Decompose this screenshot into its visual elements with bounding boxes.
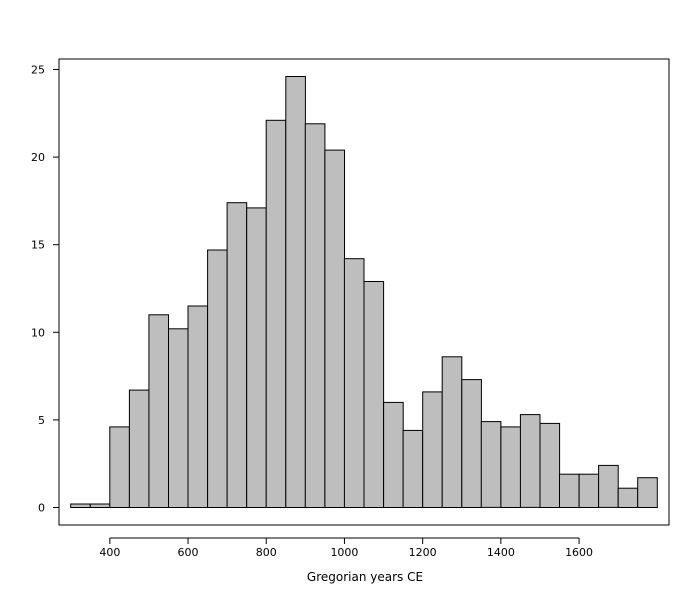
histogram-bar-1250-1300 bbox=[441, 356, 463, 508]
bars-group bbox=[70, 76, 658, 509]
histogram-bar-450-500 bbox=[128, 389, 150, 509]
x-tick-label: 1200 bbox=[409, 546, 437, 559]
y-axis: 0 5 10 15 20 25 bbox=[31, 64, 60, 514]
histogram-bar-1550-1600 bbox=[559, 473, 580, 509]
histogram-bar-1600-1650 bbox=[578, 473, 600, 509]
histogram-bar-1150-1200 bbox=[402, 429, 424, 508]
x-tick-label: 1000 bbox=[330, 546, 358, 559]
histogram-bar-900-950 bbox=[304, 123, 326, 509]
histogram-bar-1650-1700 bbox=[598, 464, 619, 508]
histogram-bar-350-400 bbox=[89, 503, 111, 508]
histogram-bar-400-450 bbox=[109, 426, 130, 508]
histogram-bar-600-650 bbox=[187, 305, 209, 508]
histogram-bar-500-550 bbox=[148, 314, 169, 508]
histogram-bar-1350-1400 bbox=[480, 421, 502, 508]
histogram-bar-1450-1500 bbox=[519, 414, 541, 508]
histogram-bar-800-850 bbox=[265, 119, 287, 509]
histogram-bar-750-800 bbox=[246, 207, 267, 508]
x-axis-label: Gregorian years CE bbox=[307, 570, 423, 584]
histogram-bar-1400-1450 bbox=[500, 426, 521, 508]
histogram-bar-1200-1250 bbox=[422, 391, 443, 508]
y-tick-label: 15 bbox=[31, 239, 45, 252]
histogram-bar-1000-1050 bbox=[343, 258, 365, 509]
x-tick-label: 400 bbox=[99, 546, 120, 559]
y-tick-label: 25 bbox=[31, 64, 45, 77]
histogram-bar-850-900 bbox=[285, 76, 306, 508]
histogram-bar-1700-1750 bbox=[617, 487, 639, 509]
x-tick-label: 1400 bbox=[487, 546, 515, 559]
histogram-bar-650-700 bbox=[207, 249, 228, 508]
x-axis: 400 600 800 1000 1200 1400 1600 bbox=[99, 537, 593, 559]
histogram-bar-550-600 bbox=[168, 328, 189, 508]
y-tick-label: 20 bbox=[31, 151, 45, 164]
histogram-bar-1050-1100 bbox=[363, 281, 385, 508]
x-tick-label: 800 bbox=[256, 546, 277, 559]
histogram-bar-1750-1800 bbox=[637, 477, 658, 509]
x-tick-label: 600 bbox=[178, 546, 199, 559]
y-tick-label: 0 bbox=[38, 501, 45, 514]
histogram-bar-1300-1350 bbox=[461, 379, 482, 509]
x-tick-label: 1600 bbox=[565, 546, 593, 559]
y-tick-label: 10 bbox=[31, 326, 45, 339]
histogram-bar-950-1000 bbox=[324, 149, 345, 508]
y-tick-label: 5 bbox=[38, 414, 45, 427]
histogram-bar-700-750 bbox=[226, 202, 248, 508]
histogram-bar-300-350 bbox=[70, 503, 91, 508]
histogram-bar-1100-1150 bbox=[383, 401, 404, 508]
histogram-bar-1500-1550 bbox=[539, 422, 561, 508]
